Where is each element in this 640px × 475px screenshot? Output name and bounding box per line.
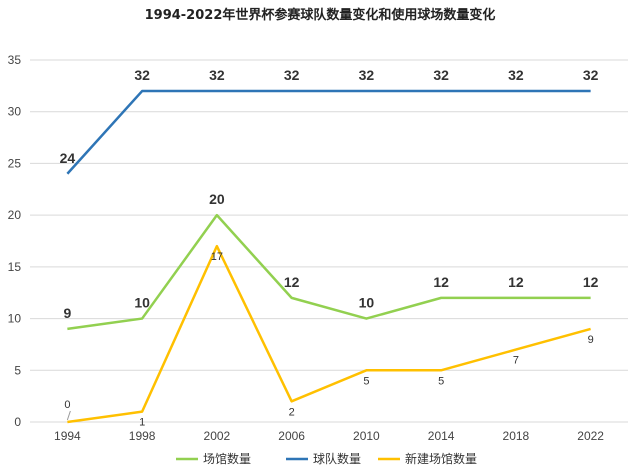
data-label: 0	[64, 399, 70, 411]
y-tick-label: 15	[8, 260, 22, 274]
data-label: 5	[438, 375, 444, 387]
data-labels: 9 10 20 12 10 12 12 12 24 32 32 32 32 32 32 32 0 1 17 2 5 5 7 9	[60, 67, 599, 429]
data-label: 24	[60, 150, 76, 166]
y-tick-label: 5	[14, 363, 21, 377]
x-axis: 1994 1998 2002 2006 2010 2014 2018 2022	[54, 429, 604, 443]
x-tick-label: 2010	[353, 429, 380, 443]
chart-title: 1994-2022年世界杯参赛球队数量变化和使用球场数量变化	[145, 7, 496, 23]
data-label: 12	[583, 274, 599, 290]
series-line	[67, 213, 591, 331]
data-label: 12	[284, 274, 300, 290]
series-line	[66, 89, 591, 175]
data-label: 9	[588, 334, 594, 346]
y-tick-label: 35	[8, 53, 22, 67]
data-label: 32	[209, 67, 225, 83]
data-label: 32	[508, 67, 524, 83]
legend-label: 新建场馆数量	[405, 451, 477, 466]
data-label: 2	[289, 406, 295, 418]
x-tick-label: 2022	[577, 429, 604, 443]
y-tick-label: 30	[8, 105, 22, 119]
x-tick-label: 2014	[428, 429, 455, 443]
data-label: 5	[363, 375, 369, 387]
x-tick-label: 2018	[503, 429, 530, 443]
x-tick-label: 1994	[54, 429, 81, 443]
data-label: 7	[513, 355, 519, 367]
data-label: 32	[359, 67, 375, 83]
data-label: 32	[134, 67, 150, 83]
y-tick-label: 0	[14, 415, 21, 429]
y-axis: 0 5 10 15 20 25 30 35	[8, 53, 22, 429]
data-label: 9	[63, 305, 71, 321]
gridlines	[30, 59, 628, 423]
x-tick-label: 2006	[278, 429, 305, 443]
legend-label: 球队数量	[313, 451, 361, 466]
data-label: 17	[211, 251, 223, 263]
y-tick-label: 25	[8, 156, 22, 170]
series-line	[67, 244, 591, 424]
data-label: 32	[433, 67, 449, 83]
legend-label: 场馆数量	[203, 451, 251, 466]
data-label: 20	[209, 191, 225, 207]
label-leader-line	[66, 410, 71, 421]
legend: 场馆数量 球队数量 新建场馆数量	[176, 451, 477, 466]
y-tick-label: 20	[8, 208, 22, 222]
data-label: 12	[508, 274, 524, 290]
data-label: 10	[134, 295, 150, 311]
series-group	[66, 89, 591, 424]
data-label: 1	[139, 417, 145, 429]
data-label: 32	[284, 67, 300, 83]
data-label: 10	[359, 295, 375, 311]
y-tick-label: 10	[8, 312, 22, 326]
data-label: 32	[583, 67, 599, 83]
x-tick-label: 1998	[129, 429, 156, 443]
data-label: 12	[433, 274, 449, 290]
x-tick-label: 2002	[204, 429, 231, 443]
